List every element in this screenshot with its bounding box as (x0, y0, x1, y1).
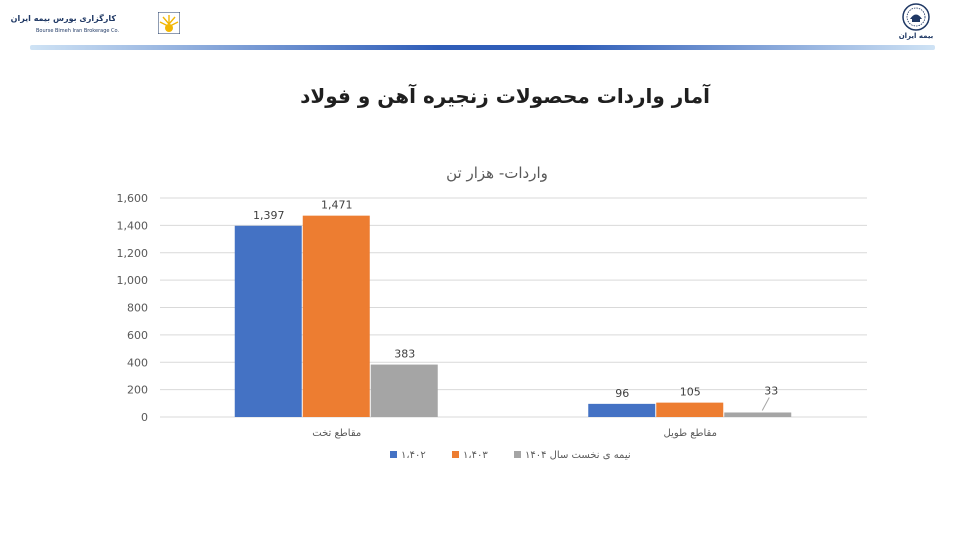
data-label: 1,471 (321, 199, 353, 212)
emblem-icon (902, 3, 930, 31)
y-tick-label: 1,000 (117, 274, 149, 287)
legend-label: ۱،۴۰۳ (463, 450, 488, 461)
y-tick-label: 800 (127, 302, 148, 315)
data-label: 1,397 (253, 209, 285, 222)
insurance-caption: بیمه ایران (898, 32, 934, 40)
x-tick-label: مقاطع طویل (664, 428, 717, 439)
company-name-fa: کارگزاری بورس بیمه ایران (10, 14, 116, 23)
x-tick-label: مقاطع تخت (312, 428, 361, 439)
bar (656, 402, 724, 417)
bar (302, 215, 370, 417)
data-label: 33 (764, 384, 778, 397)
chart: واردات- هزار تن 0 200 400 600 800 1,000 1,200 1,… (100, 150, 880, 480)
legend-label: نیمه ی نخست سال ۱۴۰۴ (525, 450, 631, 461)
header-divider (30, 45, 935, 50)
y-tick-label: 0 (141, 411, 148, 424)
sun-icon (158, 12, 180, 34)
bar (724, 412, 792, 417)
data-label: 105 (680, 386, 701, 399)
legend-swatch (514, 451, 521, 458)
y-tick-label: 200 (127, 384, 148, 397)
legend-label: ۱،۴۰۲ (401, 450, 426, 461)
chart-title: واردات- هزار تن (446, 164, 548, 182)
bar-chart: واردات- هزار تن 0 200 400 600 800 1,000 1,200 1,… (117, 164, 867, 461)
data-label: 96 (615, 387, 629, 400)
y-tick-label: 1,600 (117, 192, 149, 205)
page-title: آمار واردات محصولات زنجیره آهن و فولاد (300, 84, 710, 108)
bar (588, 403, 656, 417)
data-label-leader (761, 397, 770, 411)
y-tick-label: 400 (127, 356, 148, 369)
company-logo: کارگزاری بورس بیمه ایران Bourse Bimeh Ir… (11, 12, 180, 38)
header: کارگزاری بورس بیمه ایران Bourse Bimeh Ir… (0, 0, 960, 60)
data-label: 383 (394, 348, 415, 361)
y-tick-label: 1,200 (117, 247, 149, 260)
bar (370, 364, 438, 417)
legend-swatch (452, 451, 459, 458)
company-name-en: Bourse Bimeh Iran Brokerage Co. (36, 28, 120, 34)
bar (234, 225, 302, 417)
y-tick-label: 600 (127, 329, 148, 342)
y-tick-label: 1,400 (117, 219, 149, 232)
legend-swatch (390, 451, 397, 458)
insurance-logo: بیمه ایران (892, 2, 940, 44)
